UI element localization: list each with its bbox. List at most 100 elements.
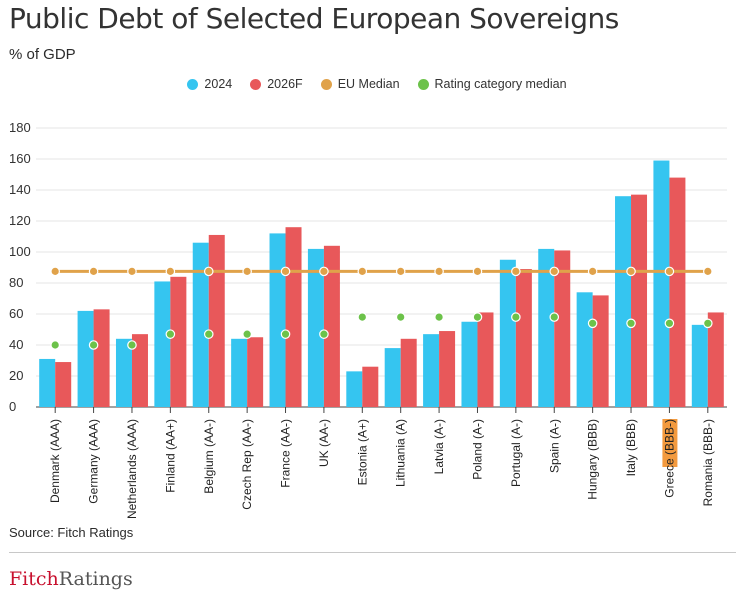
y-tick-label: 180 xyxy=(9,120,31,135)
rating-median-marker[interactable] xyxy=(511,312,521,322)
eu-median-marker[interactable] xyxy=(664,266,675,277)
legend-item-2026f[interactable]: 2026F xyxy=(250,77,303,91)
bar-2026f[interactable] xyxy=(247,337,264,407)
bar-2024[interactable] xyxy=(423,334,440,407)
rating-median-marker[interactable] xyxy=(88,340,99,350)
rating-median-marker[interactable] xyxy=(127,340,137,350)
rating-median-marker[interactable] xyxy=(434,312,444,322)
bar-2024[interactable] xyxy=(307,248,324,407)
legend-label-eu-median: EU Median xyxy=(337,77,400,91)
bar-2026f[interactable] xyxy=(400,338,417,407)
rating-median-marker[interactable] xyxy=(50,340,60,350)
rating-median-marker[interactable] xyxy=(242,329,252,339)
x-tick-label: Lithuania (A) xyxy=(394,419,408,487)
eu-median-marker[interactable] xyxy=(472,266,483,277)
eu-median-marker[interactable] xyxy=(319,266,329,277)
rating-median-marker[interactable] xyxy=(395,312,406,322)
bar-2026f[interactable] xyxy=(362,366,379,407)
rating-median-marker[interactable] xyxy=(703,318,713,329)
x-tick-label: Italy (BBB) xyxy=(624,419,638,476)
eu-median-marker[interactable] xyxy=(357,266,368,277)
eu-median-marker[interactable] xyxy=(242,266,252,277)
rating-median-marker[interactable] xyxy=(319,329,329,339)
x-tick-label: Romania (BBB-) xyxy=(701,419,715,506)
bar-2026f[interactable] xyxy=(170,276,187,407)
x-tick-label: Spain (A-) xyxy=(547,419,561,473)
legend-swatch-2024 xyxy=(187,78,199,90)
bar-2026f[interactable] xyxy=(93,309,110,407)
bar-2026f[interactable] xyxy=(592,295,609,407)
legend-label-2026f: 2026F xyxy=(267,77,303,91)
bar-2024[interactable] xyxy=(499,259,516,407)
bar-2024[interactable] xyxy=(39,358,56,407)
rating-median-marker[interactable] xyxy=(549,312,560,322)
legend-swatch-eu-median xyxy=(320,78,332,90)
rating-median-marker[interactable] xyxy=(165,329,176,339)
bar-2026f[interactable] xyxy=(55,362,72,407)
eu-median-marker[interactable] xyxy=(587,266,598,277)
bar-2024[interactable] xyxy=(384,348,401,407)
legend: 2024 2026F EU Median Rating category med… xyxy=(0,77,754,91)
x-tick-label: Belgium (AA-) xyxy=(202,419,216,494)
bar-2024[interactable] xyxy=(691,324,708,407)
bar-2024[interactable] xyxy=(346,371,363,407)
x-tick-label-greece: Greece xyxy=(662,458,676,498)
legend-item-2024[interactable]: 2024 xyxy=(187,77,232,91)
rating-median-marker[interactable] xyxy=(587,318,598,329)
legend-item-rating-median[interactable]: Rating category median xyxy=(417,77,567,91)
eu-median-marker[interactable] xyxy=(626,266,636,277)
eu-median-marker[interactable] xyxy=(165,266,176,277)
rating-median-marker[interactable] xyxy=(626,318,636,329)
bar-2026f[interactable] xyxy=(323,245,340,407)
bar-2026f[interactable] xyxy=(285,227,302,407)
eu-median-marker[interactable] xyxy=(203,266,214,277)
eu-median-marker[interactable] xyxy=(434,266,444,277)
legend-item-eu-median[interactable]: EU Median xyxy=(320,77,400,91)
y-tick-label: 140 xyxy=(9,182,31,197)
bar-2024[interactable] xyxy=(77,310,94,407)
bar-2026f[interactable] xyxy=(477,312,494,407)
bar-2026f[interactable] xyxy=(131,334,148,407)
bar-2026f[interactable] xyxy=(631,194,648,407)
bar-2026f[interactable] xyxy=(515,269,532,407)
rating-median-marker[interactable] xyxy=(664,318,675,329)
bar-2026f[interactable] xyxy=(669,177,686,407)
rating-median-marker[interactable] xyxy=(203,329,214,339)
y-tick-label: 20 xyxy=(9,368,23,383)
x-tick-label: Greece (BBB-) xyxy=(662,419,676,498)
bar-2026f[interactable] xyxy=(439,331,456,407)
bar-2024[interactable] xyxy=(538,248,555,407)
eu-median-marker[interactable] xyxy=(88,266,99,277)
x-tick-label: Denmark (AAA) xyxy=(48,419,62,503)
x-tick-label: Netherlands (AAA) xyxy=(125,419,139,519)
bar-2024[interactable] xyxy=(576,292,593,407)
bar-2024[interactable] xyxy=(269,233,286,407)
bar-2024[interactable] xyxy=(653,160,670,407)
x-tick-label: France (AA-) xyxy=(279,419,293,488)
bar-2026f[interactable] xyxy=(208,234,225,407)
eu-median-marker[interactable] xyxy=(395,266,406,277)
rating-median-marker[interactable] xyxy=(472,312,483,322)
eu-median-marker[interactable] xyxy=(511,266,521,277)
x-tick-label: Latvia (A-) xyxy=(432,419,446,474)
bar-2024[interactable] xyxy=(192,242,209,407)
chart-subtitle: % of GDP xyxy=(9,46,76,63)
bar-2024[interactable] xyxy=(461,321,478,407)
y-tick-label: 60 xyxy=(9,306,23,321)
eu-median-marker[interactable] xyxy=(280,266,291,277)
eu-median-marker[interactable] xyxy=(549,266,560,277)
bar-2024[interactable] xyxy=(615,196,632,407)
chart-title: Public Debt of Selected European Soverei… xyxy=(9,2,619,35)
logo-fitch: Fitch xyxy=(9,568,59,590)
bar-2024[interactable] xyxy=(231,338,248,407)
bar-2026f[interactable] xyxy=(554,250,571,407)
rating-median-marker[interactable] xyxy=(280,329,291,339)
eu-median-marker[interactable] xyxy=(127,266,137,277)
bar-2026f[interactable] xyxy=(707,312,724,407)
rating-median-marker[interactable] xyxy=(357,312,368,322)
x-tick-label: Germany (AAA) xyxy=(87,419,101,504)
bar-2024[interactable] xyxy=(115,338,132,407)
eu-median-marker[interactable] xyxy=(703,266,713,277)
eu-median-marker[interactable] xyxy=(50,266,60,277)
bar-2024[interactable] xyxy=(154,281,171,407)
